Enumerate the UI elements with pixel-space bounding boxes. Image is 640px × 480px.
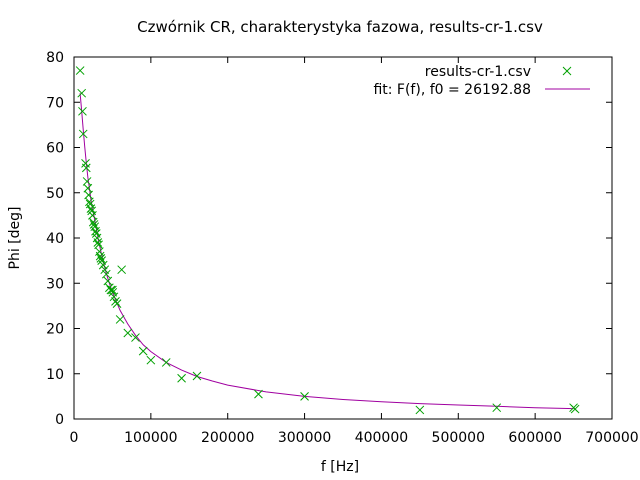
data-point	[570, 404, 580, 414]
chart-title: Czwórnik CR, charakterystyka fazowa, res…	[137, 18, 543, 36]
y-axis-label: Phi [deg]	[7, 207, 23, 270]
data-point	[109, 292, 119, 302]
data-point	[85, 197, 94, 207]
legend-entry-data-label: results-cr-1.csv	[425, 64, 531, 80]
data-point	[89, 220, 99, 229]
plot-frame	[73, 56, 613, 420]
data-point	[88, 217, 98, 227]
data-point	[98, 260, 108, 270]
x-tick-label: 0	[70, 430, 79, 446]
data-point	[95, 251, 105, 261]
data-point	[81, 163, 91, 173]
y-tick-label: 60	[46, 141, 64, 157]
data-point	[111, 296, 120, 306]
data-point	[77, 88, 87, 98]
y-axis: 0 10 20 30 40 50 60 70 80	[46, 50, 612, 428]
data-point	[115, 315, 125, 324]
data-point	[415, 405, 425, 415]
legend-entry-fit-label: fit: F(f), f0 = 26192.88	[373, 82, 531, 98]
y-tick-label: 50	[46, 186, 64, 202]
x-tick-label: 600000	[508, 430, 561, 446]
data-point	[75, 66, 85, 75]
data-point	[300, 392, 309, 401]
data-point	[131, 333, 140, 342]
data-point	[78, 106, 87, 116]
data-point	[101, 269, 111, 279]
fit-series	[79, 93, 574, 410]
data-point	[177, 373, 186, 383]
x-tick-label: 100000	[124, 430, 177, 446]
data-point	[161, 358, 171, 367]
legend: results-cr-1.csv fit: F(f), f0 = 26192.8…	[373, 64, 590, 98]
y-tick-label: 80	[46, 50, 64, 66]
fit-curve	[79, 93, 574, 410]
data-point	[254, 389, 263, 399]
data-point	[117, 265, 127, 275]
x-tick-label: 400000	[355, 430, 408, 446]
data-point	[93, 238, 103, 247]
data-point	[492, 403, 502, 413]
legend-entry-data-marker	[562, 66, 572, 76]
data-point	[123, 328, 133, 338]
data-point	[91, 226, 100, 236]
data-point	[78, 129, 88, 139]
x-axis-label: f [Hz]	[321, 459, 359, 475]
x-tick-label: 300000	[278, 430, 331, 446]
x-tick-label: 500000	[432, 430, 485, 446]
data-point	[112, 299, 122, 308]
x-tick-label: 700000	[585, 430, 638, 446]
data-series	[75, 66, 580, 415]
data-point	[100, 265, 110, 275]
y-tick-label: 20	[46, 322, 64, 338]
y-tick-label: 10	[46, 367, 64, 383]
data-point	[146, 355, 156, 365]
data-point	[86, 204, 96, 213]
x-axis: 0 100000 200000 300000 400000 500000 600000 700…	[70, 57, 639, 446]
data-point	[108, 285, 117, 295]
y-tick-label: 40	[46, 231, 64, 247]
y-tick-label: 0	[55, 412, 64, 428]
data-point	[138, 346, 148, 356]
data-point	[97, 256, 107, 265]
y-tick-label: 30	[46, 276, 64, 292]
y-tick-label: 70	[46, 95, 64, 111]
x-tick-label: 200000	[201, 430, 254, 446]
data-point	[96, 254, 106, 263]
data-point	[103, 276, 113, 286]
data-point	[192, 371, 202, 381]
